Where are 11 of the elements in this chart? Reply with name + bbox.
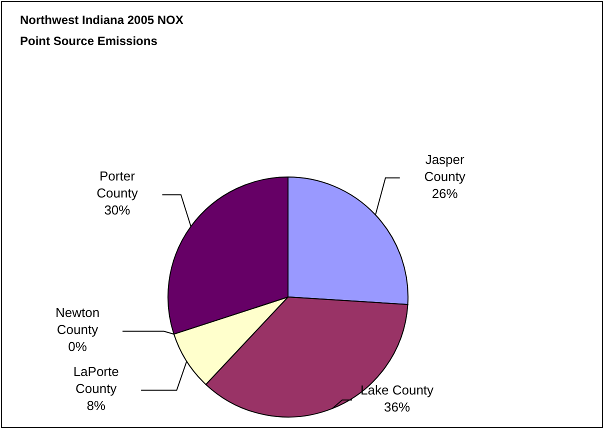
data-label: 36%	[384, 400, 410, 415]
category-label: Newton County	[55, 306, 100, 338]
slice-label: Porter County	[96, 169, 138, 202]
slice-label: Jasper County	[424, 152, 466, 184]
legend-label: LaPorte County	[73, 364, 119, 397]
text: 0%	[68, 340, 87, 355]
slice-label: Lake County	[360, 382, 434, 398]
data-label: 26%	[432, 186, 458, 202]
data-label: 8%	[86, 398, 106, 414]
chart-title: Northwest Indiana 2005 NOX Point Source Emissions	[20, 13, 184, 48]
data-label: 30%	[104, 203, 131, 218]
